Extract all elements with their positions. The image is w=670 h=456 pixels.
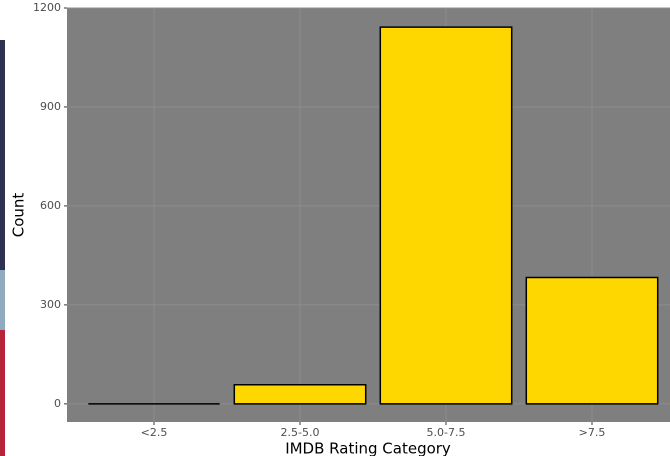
bar (525, 276, 659, 405)
background-strip (0, 40, 5, 270)
x-tick-label: 2.5-5.0 (281, 426, 320, 439)
y-tick-label: 1200 (33, 1, 61, 14)
x-axis-title: IMDB Rating Category (285, 440, 451, 456)
x-tick-label: 5.0-7.5 (427, 426, 466, 439)
x-tick-label: >7.5 (579, 426, 606, 439)
bar (379, 26, 513, 405)
y-axis-title: Count (10, 193, 28, 238)
y-tick-label: 300 (40, 298, 61, 311)
bar (233, 383, 367, 405)
y-tick-label: 600 (40, 199, 61, 212)
background-strip (0, 270, 5, 330)
y-tick-label: 900 (40, 100, 61, 113)
background-strip (0, 330, 5, 456)
y-tick-label: 0 (54, 397, 61, 410)
x-tick-label: <2.5 (141, 426, 168, 439)
